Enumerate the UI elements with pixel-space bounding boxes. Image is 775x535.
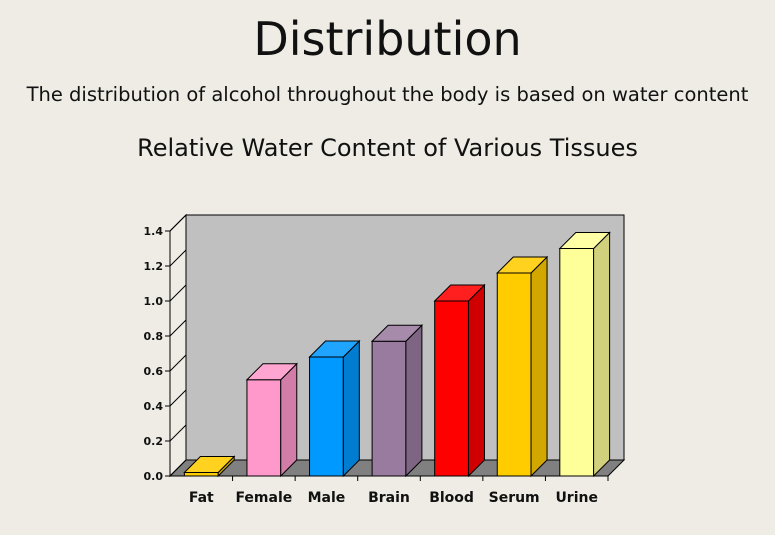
page-title: Distribution (253, 12, 522, 66)
chart-side-wall (169, 213, 187, 478)
bar-top (433, 284, 486, 302)
bar-top (496, 256, 549, 274)
bar-blood (433, 283, 486, 478)
chart-title: Relative Water Content of Various Tissue… (137, 134, 638, 162)
bar-front (246, 379, 282, 477)
bar-top (370, 324, 424, 342)
bar-side (342, 339, 360, 478)
bar-top (245, 363, 298, 381)
y-tick-label: 1.0 (144, 295, 164, 308)
y-tick-label: 1.4 (144, 225, 164, 238)
bar-front (496, 272, 532, 477)
x-tick-label-male: Male (308, 490, 346, 506)
x-tick-label-brain: Brain (368, 490, 410, 506)
y-tick-depth (169, 459, 187, 477)
y-tick-depth (169, 354, 187, 372)
y-tick-depth (169, 284, 187, 302)
y-tick-depth (169, 214, 187, 232)
y-tick-depth (169, 389, 187, 407)
bar-side (593, 231, 611, 478)
x-tick-label-female: Female (235, 490, 292, 506)
y-tick-label: 0.4 (144, 400, 164, 413)
bar-top (183, 456, 236, 473)
bar-brain (370, 324, 424, 478)
y-tick-label: 0.6 (144, 365, 164, 378)
bar-male (308, 339, 361, 478)
x-tick-label-fat: Fat (189, 490, 214, 506)
y-tick-depth (169, 319, 187, 337)
bar-top (308, 340, 361, 358)
bar-female (245, 362, 298, 478)
bar-front (309, 356, 344, 477)
bar-front (371, 340, 407, 477)
bar-front (559, 248, 595, 477)
y-tick-label: 0.2 (144, 435, 164, 448)
bar-top (558, 232, 611, 249)
bar-fat (183, 455, 236, 478)
x-tick-label-blood: Blood (429, 490, 474, 506)
bar-front (434, 300, 469, 477)
bar-urine (558, 231, 611, 478)
y-tick-label: 1.2 (144, 260, 164, 273)
bar-front (183, 472, 219, 477)
bar-side (467, 283, 485, 478)
page-subtitle: The distribution of alcohol throughout t… (26, 83, 749, 106)
y-tick-label: 0.0 (144, 470, 164, 483)
bar-serum (496, 255, 549, 478)
y-tick-depth (169, 424, 187, 442)
bar-side (530, 255, 548, 478)
y-tick-depth (169, 249, 187, 267)
y-tick-label: 0.8 (144, 330, 164, 343)
bar-side (280, 362, 298, 478)
x-tick-label-urine: Urine (555, 490, 598, 506)
bar-side (405, 324, 423, 478)
x-tick-label-serum: Serum (489, 490, 540, 506)
